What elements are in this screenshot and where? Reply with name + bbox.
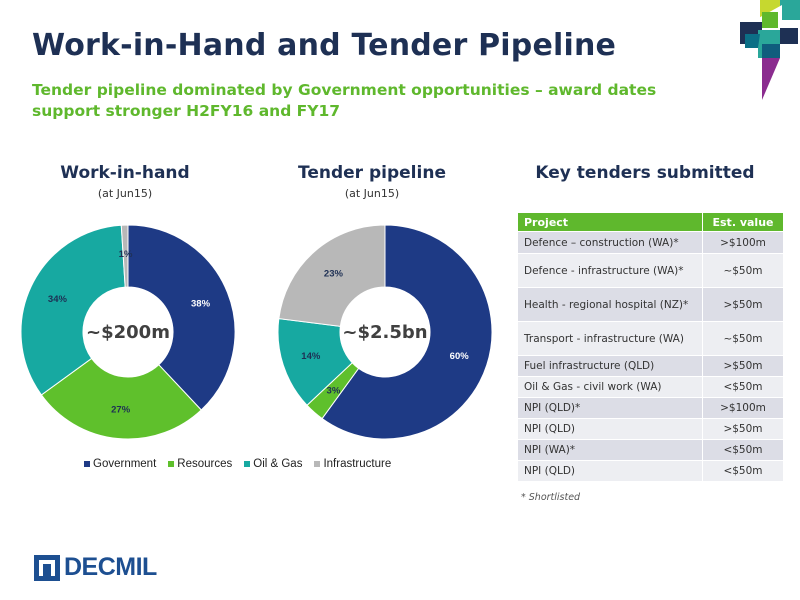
value-cell: <$50m	[702, 376, 784, 398]
value-cell: <$50m	[702, 460, 784, 482]
legend-item-resources: Resources	[168, 458, 232, 470]
column-header-value: Est. value	[702, 212, 784, 232]
tender-pipeline-subtitle: (at Jun15)	[344, 187, 400, 200]
value-cell: >$100m	[702, 231, 784, 254]
legend-swatch	[244, 461, 251, 467]
table-footnote: * Shortlisted	[521, 492, 581, 503]
legend-label: Government	[93, 458, 157, 470]
table-row: NPI (QLD) >$50m	[517, 418, 784, 440]
project-cell: NPI (QLD)*	[517, 397, 703, 419]
value-cell: ~$50m	[702, 321, 784, 356]
decmil-logo: DECMIL	[34, 553, 157, 582]
slice-oil-gas	[20, 224, 126, 396]
value-cell: >$50m	[702, 287, 784, 322]
value-cell: >$100m	[702, 397, 784, 419]
slice-label: 14%	[301, 351, 321, 362]
table-row: NPI (WA)* <$50m	[517, 439, 784, 461]
slice-label: 3%	[327, 386, 341, 397]
tenders-table: Project Est. value Defence – constructio…	[517, 212, 784, 482]
page-subtitle: Tender pipeline dominated by Government …	[32, 81, 657, 120]
project-cell: Defence – construction (WA)*	[517, 231, 703, 254]
slice-label: 23%	[324, 268, 344, 279]
project-cell: NPI (QLD)	[517, 460, 703, 482]
project-cell: Health - regional hospital (NZ)*	[517, 287, 703, 322]
table-row: Transport - infrastructure (WA) ~$50m	[517, 321, 784, 356]
table-row: Fuel infrastructure (QLD) >$50m	[517, 355, 784, 377]
value-cell: ~$50m	[702, 253, 784, 288]
legend-swatch	[168, 461, 175, 467]
table-row: NPI (QLD) <$50m	[517, 460, 784, 482]
legend-swatch	[84, 461, 90, 467]
project-cell: NPI (QLD)	[517, 418, 703, 440]
project-cell: Oil & Gas - civil work (WA)	[517, 376, 703, 398]
legend-label: Infrastructure	[323, 458, 392, 470]
project-cell: Transport - infrastructure (WA)	[517, 321, 703, 356]
slice-label: 60%	[450, 351, 470, 362]
chart-legend: Government Resources Oil & Gas Infrastru…	[84, 458, 391, 470]
slice-government	[127, 224, 236, 411]
table-row: Health - regional hospital (NZ)* >$50m	[517, 287, 784, 322]
decmil-logo-icon	[34, 554, 60, 581]
legend-label: Resources	[177, 458, 233, 470]
table-row: NPI (QLD)* >$100m	[517, 397, 784, 419]
tenders-title: Key tenders submitted	[535, 163, 755, 183]
page-title: Work-in-Hand and Tender Pipeline	[32, 28, 617, 63]
legend-item-infrastructure: Infrastructure	[314, 458, 391, 470]
project-cell: NPI (WA)*	[517, 439, 703, 461]
decmil-logo-text: DECMIL	[64, 553, 157, 581]
legend-swatch	[314, 461, 321, 467]
value-cell: <$50m	[702, 439, 784, 461]
work-in-hand-donut: 38% 27% 34% 1% ~$200m	[20, 224, 236, 440]
work-in-hand-title: Work-in-hand	[60, 163, 190, 183]
donut-center-label: ~$200m	[86, 322, 170, 343]
table-row: Defence – construction (WA)* >$100m	[517, 231, 784, 254]
slice-government	[321, 224, 493, 440]
slice-resources	[40, 357, 202, 440]
donut-center-label: ~$2.5bn	[342, 322, 427, 343]
value-cell: >$50m	[702, 418, 784, 440]
value-cell: >$50m	[702, 355, 784, 377]
project-cell: Fuel infrastructure (QLD)	[517, 355, 703, 377]
legend-item-government: Government	[84, 458, 156, 470]
slice-label: 38%	[191, 298, 211, 309]
slice-label: 27%	[111, 405, 131, 416]
column-header-project: Project	[517, 212, 703, 232]
slice-infrastructure	[120, 224, 129, 288]
slice-label: 34%	[48, 294, 68, 305]
slice-label: 1%	[119, 249, 133, 260]
legend-item-oil-gas: Oil & Gas	[244, 458, 302, 470]
table-header-row: Project Est. value	[517, 212, 784, 232]
table-row: Defence - infrastructure (WA)* ~$50m	[517, 253, 784, 288]
tender-pipeline-donut: 60% 3% 14% 23% ~$2.5bn	[277, 224, 493, 440]
work-in-hand-subtitle: (at Jun15)	[97, 187, 153, 200]
tender-pipeline-title: Tender pipeline	[298, 163, 446, 183]
table-row: Oil & Gas - civil work (WA) <$50m	[517, 376, 784, 398]
project-cell: Defence - infrastructure (WA)*	[517, 253, 703, 288]
legend-label: Oil & Gas	[253, 458, 303, 470]
slice-infrastructure	[278, 224, 386, 327]
corner-graphic	[740, 0, 800, 100]
